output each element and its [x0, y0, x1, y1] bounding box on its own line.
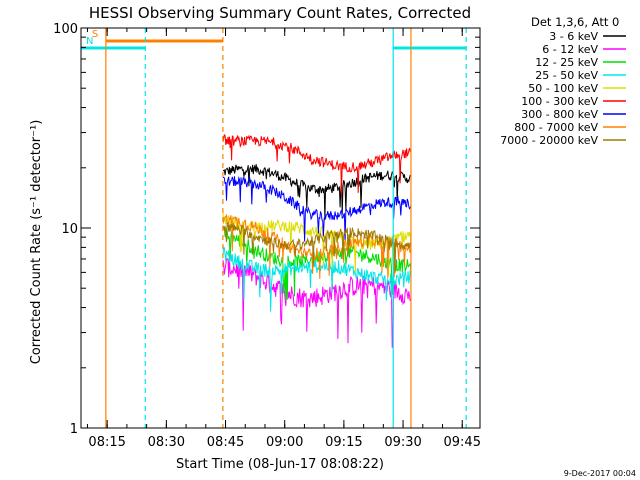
x-tick-label: 09:15 [325, 435, 362, 450]
legend-entry: 7000 - 20000 keV [500, 134, 598, 147]
legend-entry: 6 - 12 keV [542, 43, 598, 56]
y-tick-label: 100 [53, 22, 78, 37]
y-tick-label: 1 [70, 422, 78, 437]
x-axis-label: Start Time (08-Jun-17 08:08:22) [176, 457, 384, 472]
plot-area: SN [81, 28, 467, 428]
axes: 1 10 100 08:15 08:30 08:45 09:00 09:15 09:30 09:4… [53, 22, 481, 450]
y-axis-label: Corrected Count Rate (s⁻¹ detector⁻¹) [29, 120, 44, 365]
legend-entry: 3 - 6 keV [549, 30, 598, 43]
series-line [222, 213, 412, 279]
legend-entry: 50 - 100 keV [528, 82, 598, 95]
legend-entry: 100 - 300 keV [521, 95, 598, 108]
x-tick-label: 09:00 [266, 435, 303, 450]
legend-entry: 800 - 7000 keV [514, 121, 598, 134]
legend-title: Det 1,3,6, Att 0 [531, 15, 619, 29]
chart-title: HESSI Observing Summary Count Rates, Cor… [89, 4, 471, 22]
y-tick-label: 10 [61, 222, 78, 237]
x-tick-label: 08:30 [148, 435, 185, 450]
flag-label: S [92, 29, 98, 40]
legend-entry: 12 - 25 keV [535, 56, 598, 69]
series-line [222, 222, 412, 274]
series-line [222, 133, 412, 196]
legend-entry: 25 - 50 keV [535, 69, 598, 82]
series-line [222, 175, 412, 242]
series-line [222, 246, 412, 312]
series-line [222, 164, 412, 221]
flag-label: N [86, 36, 93, 47]
x-tick-label: 09:30 [384, 435, 421, 450]
footer-timestamp: 9-Dec-2017 00:04 [564, 469, 636, 478]
legend-entry: 300 - 800 keV [521, 108, 598, 121]
x-tick-label: 08:45 [207, 435, 244, 450]
x-tick-label: 09:45 [444, 435, 481, 450]
x-tick-label: 08:15 [88, 435, 125, 450]
